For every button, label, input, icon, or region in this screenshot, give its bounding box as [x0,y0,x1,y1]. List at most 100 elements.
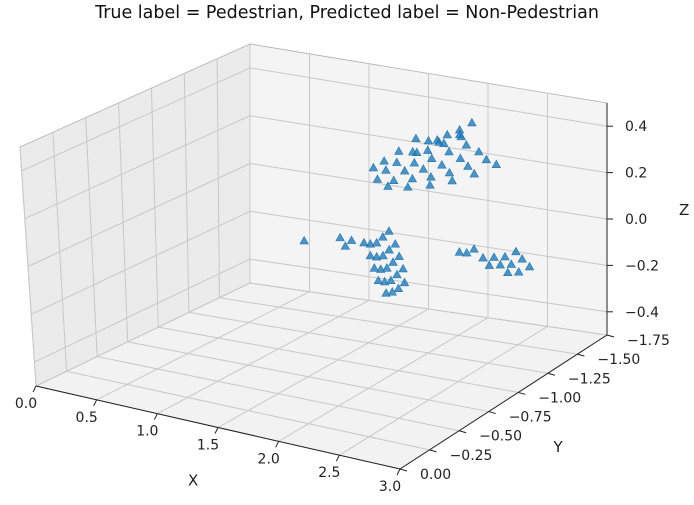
z-tick-label: 0.0 [625,212,647,228]
data-point [489,252,499,261]
z-tick-label: −0.4 [625,305,659,321]
z-grid-line [249,210,608,266]
y-grid-line [97,356,460,432]
data-point [398,263,408,273]
data-point [412,147,422,156]
x-tick-mark [214,427,219,434]
data-point [444,167,455,177]
data-point [426,172,436,181]
x-tick-mark [335,454,340,462]
z-grid-line [21,67,251,172]
x-tick-mark [153,413,158,420]
data-point [513,267,524,276]
data-point [423,145,433,154]
data-point [423,135,434,145]
data-point [390,239,401,248]
data-point [399,165,410,175]
y-tick-mark [606,334,615,338]
data-point [365,250,376,260]
data-point [442,129,452,139]
data-point [478,252,488,262]
y-grid-line [66,370,430,451]
x-tick-label: 2.0 [258,451,280,467]
data-point [495,259,506,269]
x-grid-line [35,282,251,387]
data-point [372,251,382,261]
data-point [463,161,473,170]
data-point [372,174,383,183]
y-tick-mark [547,372,555,376]
data-point [386,275,396,285]
z-grid-line [27,163,251,267]
data-point [511,246,521,256]
data-point [340,241,351,250]
data-point [392,269,402,279]
x-tick-mark [32,385,37,393]
z-tick-label: 0.4 [625,119,647,135]
z-grid-line [30,210,251,315]
data-point [394,251,404,260]
x-grid-line [157,299,370,415]
data-point [299,235,309,245]
data-point [462,247,472,257]
data-point [503,267,513,277]
y-tick-label: −1.50 [597,352,640,368]
data-point [378,232,388,241]
y-tick-mark [488,411,496,415]
data-point [469,168,479,178]
data-point [447,175,457,185]
axis-panes [19,43,609,470]
data-point [437,160,447,169]
z-tick-label: −0.2 [625,258,659,274]
x-tick-label: 2.5 [318,465,340,481]
data-point [467,117,477,127]
tick-labels: 3.0 2.5 2.0 1.5 1.0 0.5 0.0 0.00 −0.25 −0.50 −0.75… [15,119,670,495]
y-tick-label: −1.25 [568,371,611,387]
z-grid-line [24,115,251,220]
y-grid-line [158,326,519,393]
data-point [365,239,376,248]
data-point [403,182,413,191]
x-axis-label: X [188,472,198,490]
z-grid-line [249,163,608,220]
axis-lines [32,103,615,476]
x-tick-label: 0.0 [15,396,37,412]
data-point [444,146,454,156]
y-tick-mark [577,353,585,357]
y-tick-mark [399,468,408,472]
data-point [381,288,391,297]
data-point [371,237,382,247]
z-grid-line [249,258,608,313]
data-point [369,263,380,272]
data-point [484,260,495,269]
data-point [454,247,465,256]
data-point [387,287,398,296]
y-tick-mark [429,449,437,453]
data-point [379,276,390,286]
data-point [418,164,429,173]
data-point [384,244,394,254]
y-tick-label: −0.25 [450,448,493,464]
x-tick-mark [93,399,98,407]
data-point [500,251,510,261]
x-grid-line [96,291,310,401]
x-grid-line [217,308,429,428]
data-point [506,259,516,268]
data-point [481,154,492,164]
x-tick-mark [275,441,280,448]
z-axis-label: Z [679,201,689,219]
data-point [335,232,345,242]
data-points [299,117,535,297]
data-point [392,157,402,166]
data-point [368,162,379,172]
data-point [474,146,484,156]
data-point [393,283,404,292]
data-point [399,277,410,287]
data-point [382,263,392,272]
data-point [409,157,420,167]
data-point [375,264,386,273]
y-tick-mark [518,391,526,395]
y-tick-label: −0.50 [479,429,522,445]
y-tick-label: 0.00 [420,467,451,483]
y-tick-mark [459,430,467,434]
